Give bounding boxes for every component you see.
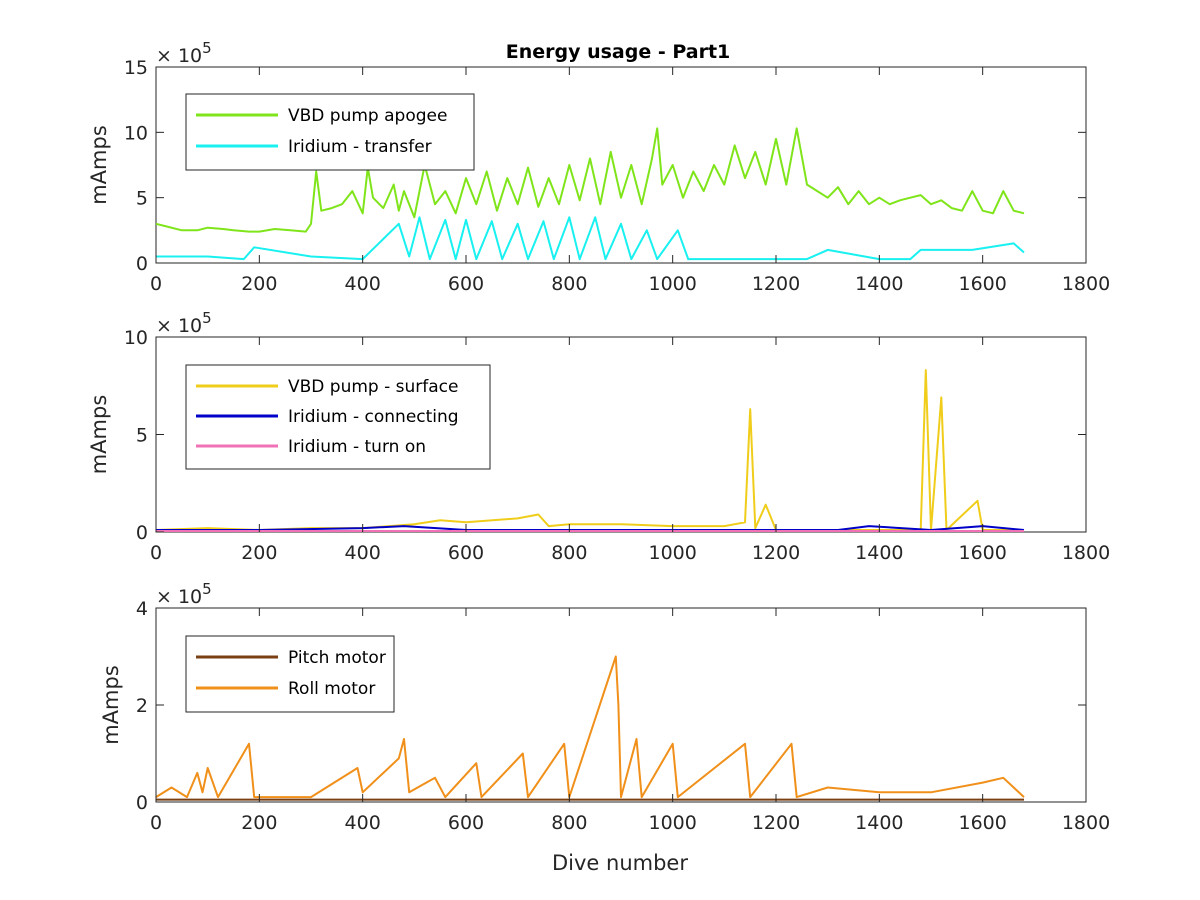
x-tick-label: 1600 [958, 542, 1006, 564]
x-tick-label: 1000 [648, 812, 696, 834]
x-tick-label: 1200 [752, 273, 800, 295]
y-axis-label: mAmps [87, 395, 111, 475]
y-tick-label: 2 [136, 695, 148, 717]
legend-box [185, 93, 475, 171]
y-exponent-label: × 105 [156, 39, 212, 67]
x-tick-label: 1800 [1062, 273, 1110, 295]
legend-entry: Pitch motor [288, 648, 386, 668]
y-axis-label: mAmps [99, 665, 123, 745]
y-tick-label: 10 [124, 122, 148, 144]
legend-box [185, 635, 395, 713]
x-tick-label: 800 [551, 812, 587, 834]
series-group [156, 127, 1025, 261]
x-tick-label: 1600 [958, 812, 1006, 834]
x-tick-label: 600 [448, 273, 484, 295]
y-tick-label: 10 [124, 327, 148, 349]
panel-vbd-apogee-iridium-transfer: 0 200 400 600 800 1000 1200 1400 1600 1800 0 5 10 15 ×… [87, 39, 1110, 295]
x-tick-label: 200 [241, 812, 277, 834]
series-line-iridium-transfer [156, 216, 1025, 261]
x-tick-label: 1800 [1062, 542, 1110, 564]
x-tick-label: 1200 [752, 542, 800, 564]
x-tick-label: 400 [345, 812, 381, 834]
x-tick-label: 400 [345, 273, 381, 295]
x-axis-label: Dive number [552, 851, 688, 875]
x-tick-label: 0 [150, 273, 162, 295]
y-tick-label: 5 [136, 425, 148, 447]
y-exponent-label: × 105 [156, 580, 212, 608]
series-line-vbd-pump-surface [156, 369, 1024, 531]
legend-entry: VBD pump apogee [288, 106, 447, 126]
x-tick-label: 1800 [1062, 812, 1110, 834]
y-tick-label: 4 [136, 598, 148, 620]
series-line-vbd-pump-apogee [156, 127, 1025, 233]
legend-entry: Iridium - connecting [288, 407, 459, 427]
legend-entry: Roll motor [288, 679, 375, 699]
x-tick-label: 1000 [648, 542, 696, 564]
x-tick-label: 1400 [855, 273, 903, 295]
x-tick-label: 200 [241, 273, 277, 295]
y-axis-label: mAmps [87, 125, 111, 205]
y-exponent-label: × 105 [156, 309, 212, 337]
y-tick-label: 0 [136, 522, 148, 544]
x-tick-label: 800 [551, 542, 587, 564]
legend-entry: Iridium - transfer [288, 137, 432, 157]
x-tick-label: 0 [150, 812, 162, 834]
y-tick-label: 0 [136, 253, 148, 275]
x-tick-label: 0 [150, 542, 162, 564]
x-tick-label: 1400 [855, 542, 903, 564]
x-tick-label: 600 [448, 542, 484, 564]
legend-entry: VBD pump - surface [288, 377, 458, 397]
x-tick-label: 800 [551, 273, 587, 295]
x-tick-label: 1600 [958, 273, 1006, 295]
x-tick-label: 200 [241, 542, 277, 564]
x-tick-label: 600 [448, 812, 484, 834]
legend-entry: Iridium - turn on [288, 437, 426, 457]
y-tick-label: 15 [124, 57, 148, 79]
series-line-roll-motor [156, 655, 1025, 799]
y-tick-label: 5 [136, 188, 148, 210]
chart-title: Energy usage - Part1 [506, 41, 731, 63]
x-tick-label: 1400 [855, 812, 903, 834]
x-tick-label: 1000 [648, 273, 696, 295]
x-tick-label: 1200 [752, 812, 800, 834]
y-tick-label: 0 [136, 792, 148, 814]
x-tick-label: 400 [345, 542, 381, 564]
panel-pitch-roll-motor: 0 200 400 600 800 1000 1200 1400 1600 1800 0 2 4 × 10… [99, 580, 1110, 834]
panel-vbd-surface-iridium: 0 200 400 600 800 1000 1200 1400 1600 1800 0 5 10 × 1… [87, 309, 1110, 564]
